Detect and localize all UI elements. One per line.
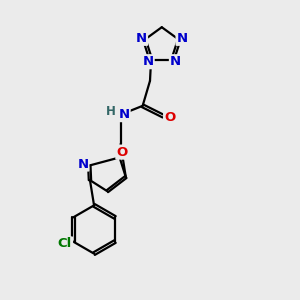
Text: N: N [118,108,130,121]
Text: N: N [77,158,88,171]
Text: H: H [106,105,116,118]
Text: N: N [176,32,188,45]
Text: N: N [136,32,147,45]
Text: O: O [164,111,176,124]
Text: N: N [170,55,181,68]
Text: O: O [116,146,128,159]
Text: Cl: Cl [58,237,72,250]
Text: N: N [142,55,154,68]
